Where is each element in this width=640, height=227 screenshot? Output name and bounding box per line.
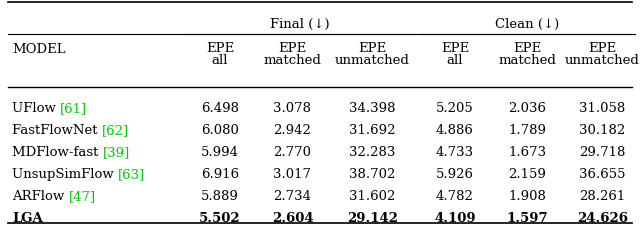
Text: 32.283: 32.283 [349,145,396,158]
Text: Clean (↓): Clean (↓) [495,18,559,31]
Text: Final (↓): Final (↓) [270,18,330,31]
Text: 5.926: 5.926 [436,167,474,180]
Text: 2.159: 2.159 [509,167,547,180]
Text: 29.142: 29.142 [347,211,398,224]
Text: [47]: [47] [68,189,95,202]
Text: 5.994: 5.994 [201,145,239,158]
Text: EPE: EPE [358,42,387,55]
Text: 4.733: 4.733 [436,145,474,158]
Text: 30.182: 30.182 [579,123,626,136]
Text: 3.078: 3.078 [273,101,312,114]
Text: 5.889: 5.889 [201,189,239,202]
Text: 34.398: 34.398 [349,101,396,114]
Text: 31.692: 31.692 [349,123,396,136]
Text: unmatched: unmatched [565,54,640,67]
Text: EPE: EPE [513,42,541,55]
Text: 29.718: 29.718 [579,145,626,158]
Text: 1.789: 1.789 [509,123,547,136]
Text: EPE: EPE [441,42,469,55]
Text: 31.602: 31.602 [349,189,396,202]
Text: matched: matched [264,54,321,67]
Text: 1.673: 1.673 [508,145,547,158]
Text: [39]: [39] [102,145,130,158]
Text: unmatched: unmatched [335,54,410,67]
Text: 36.655: 36.655 [579,167,626,180]
Text: [63]: [63] [118,167,145,180]
Text: all: all [447,54,463,67]
Text: 38.702: 38.702 [349,167,396,180]
Text: 2.036: 2.036 [509,101,547,114]
Text: LGA: LGA [12,211,43,224]
Text: 2.734: 2.734 [273,189,312,202]
Text: 24.626: 24.626 [577,211,628,224]
Text: MDFlow-fast: MDFlow-fast [12,145,102,158]
Text: MODEL: MODEL [12,43,66,56]
Text: 5.502: 5.502 [199,211,241,224]
Text: 3.017: 3.017 [273,167,312,180]
Text: ARFlow: ARFlow [12,189,68,202]
Text: [61]: [61] [60,101,87,114]
Text: EPE: EPE [278,42,307,55]
Text: EPE: EPE [206,42,234,55]
Text: matched: matched [499,54,556,67]
Text: 5.205: 5.205 [436,101,474,114]
Text: UFlow: UFlow [12,101,60,114]
Text: 6.498: 6.498 [201,101,239,114]
Text: EPE: EPE [588,42,616,55]
Text: 4.886: 4.886 [436,123,474,136]
Text: 4.109: 4.109 [434,211,476,224]
Text: 2.604: 2.604 [272,211,314,224]
Text: all: all [212,54,228,67]
Text: 2.942: 2.942 [273,123,312,136]
Text: 31.058: 31.058 [579,101,626,114]
Text: 1.908: 1.908 [509,189,547,202]
Text: FastFlowNet: FastFlowNet [12,123,102,136]
Text: 6.080: 6.080 [201,123,239,136]
Text: UnsupSimFlow: UnsupSimFlow [12,167,118,180]
Text: 2.770: 2.770 [273,145,312,158]
Text: 28.261: 28.261 [579,189,626,202]
Text: 4.782: 4.782 [436,189,474,202]
Text: [62]: [62] [102,123,129,136]
Text: 1.597: 1.597 [507,211,548,224]
Text: 6.916: 6.916 [201,167,239,180]
